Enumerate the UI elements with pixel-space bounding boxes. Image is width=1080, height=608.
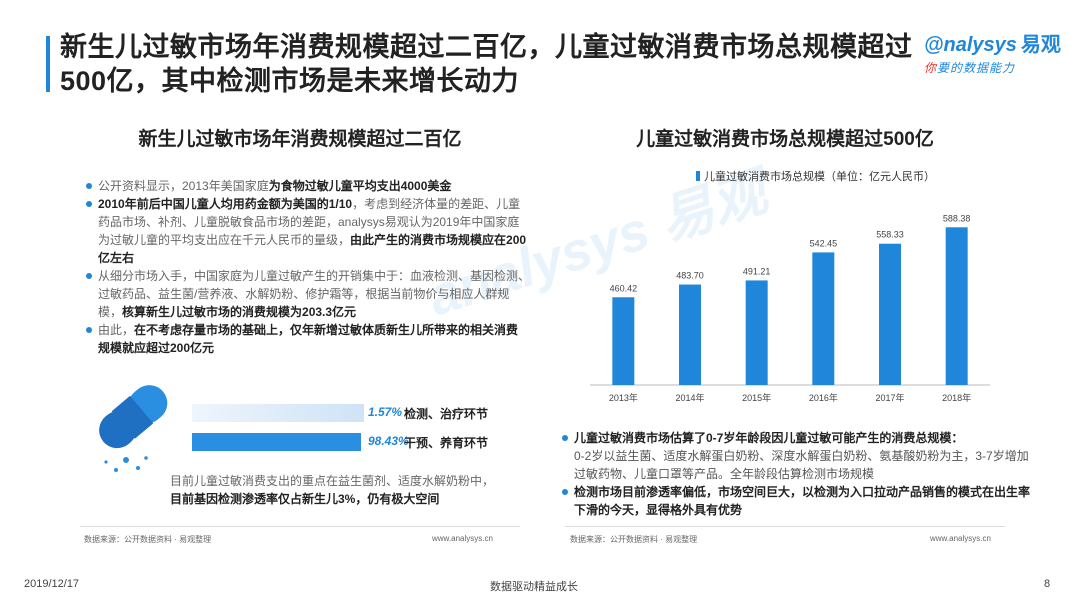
- left-note: 目前儿童过敏消费支出的重点在益生菌剂、适度水解奶粉中， 目前基因检测渗透率仅占新…: [170, 472, 540, 508]
- left-bullet-1: 公开资料显示，2013年美国家庭为食物过敏儿童平均支出4000美金: [84, 177, 530, 195]
- left-bullet-2: 2010年前后中国儿童人均用药金额为美国的1/10，考虑到经济体量的差距、儿童药…: [84, 195, 530, 267]
- share-bar-row-care: 98.43% 干预、养育环节: [192, 433, 512, 451]
- title-accent-bar: [46, 36, 50, 92]
- right-bullet-1-bold: 儿童过敏消费市场估算了0-7岁年龄段因儿童过敏可能产生的消费总规模：: [574, 431, 964, 445]
- left-source: 数据来源：公开数据资料 · 易观整理: [84, 535, 212, 544]
- left-bullet-1-normal: 公开资料显示，2013年美国家庭: [98, 179, 269, 193]
- chart-value-label-2016年: 542.45: [810, 238, 838, 248]
- left-bullet-4-bold: 在不考虑存量市场的基础上，仅年新增过敏体质新生儿所带来的相关消费规模就应超过20…: [98, 323, 519, 355]
- right-bullet-1-normal: 0-2岁以益生菌、适度水解蛋白奶粉、深度水解蛋白奶粉、氨基酸奶粉为主，3-7岁增…: [574, 449, 1029, 481]
- logo-tagline-rest: 要的数据能力: [937, 61, 1016, 75]
- left-divider: [80, 526, 520, 527]
- chart-bar-2015年: [745, 280, 768, 385]
- chart-category-label-2017年: 2017年: [875, 392, 904, 403]
- chart-category-label-2018年: 2018年: [942, 392, 971, 403]
- share-bar-care-label: 干预、养育环节: [404, 436, 489, 450]
- page-title: 新生儿过敏市场年消费规模超过二百亿，儿童过敏消费市场总规模超过500亿，其中检测…: [60, 32, 913, 96]
- chart-bar-2014年: [679, 284, 701, 385]
- left-bullet-1-bold: 为食物过敏儿童平均支出4000美金: [268, 179, 452, 193]
- capsule-pill-icon: [99, 385, 168, 472]
- share-bar-testing-pct: 1.57%: [368, 405, 403, 419]
- chart-category-label-2016年: 2016年: [809, 392, 838, 403]
- legend-label: 儿童过敏消费市场总规模（单位：亿元人民币）: [704, 171, 935, 183]
- share-bars: 1.57% 检测、治疗环节 98.43% 干预、养育环节: [192, 404, 512, 462]
- right-url: www.analysys.cn: [930, 534, 991, 543]
- left-bullet-4: 由此，在不考虑存量市场的基础上，仅年新增过敏体质新生儿所带来的相关消费规模就应超…: [84, 321, 530, 357]
- left-bullet-3-normal: 从细分市场入手，中国家庭为儿童过敏产生的开销集中于：血液检测、基因检测、过敏药品…: [98, 269, 531, 319]
- share-bar-testing: [192, 404, 364, 422]
- footer-slogan: 数据驱动精益成长: [490, 581, 578, 593]
- left-bullet-2-bold: 由此产生的消费市场规模应在200亿左右: [98, 233, 527, 265]
- market-size-bar-chart: 460.42 2013年 483.70 2014年 491.21 2015年 542.45 2…: [590, 213, 990, 403]
- chart-bar-2016年: [812, 252, 835, 385]
- footer-date: 2019/12/17: [24, 578, 80, 590]
- logo-prefix: @: [924, 34, 944, 56]
- chart-value-label-2018年: 588.38: [943, 213, 971, 223]
- left-bullets: 公开资料显示，2013年美国家庭为食物过敏儿童平均支出4000美金 2010年前…: [84, 177, 530, 357]
- right-source: 数据来源：公开数据资料 · 易观整理: [570, 535, 698, 544]
- left-url: www.analysys.cn: [432, 534, 493, 543]
- share-bar-row-testing: 1.57% 检测、治疗环节: [192, 404, 512, 422]
- logo-cn: 易观: [1020, 34, 1061, 56]
- logo-main: @nalysys 易观: [924, 28, 1064, 57]
- right-bullets: 儿童过敏消费市场估算了0-7岁年龄段因儿童过敏可能产生的消费总规模： 0-2岁以益…: [560, 429, 1040, 519]
- chart-category-label-2014年: 2014年: [675, 392, 704, 403]
- left-bullet-3-bold: 核算新生儿过敏市场的消费规模为203.3亿元: [122, 305, 357, 319]
- legend-swatch: [696, 171, 700, 181]
- right-bullet-2: 检测市场目前渗透率偏低，市场空间巨大，以检测为入口拉动产品销售的模式在出生率下滑…: [560, 483, 1040, 519]
- share-bar-care: [192, 433, 361, 451]
- right-section-title: 儿童过敏消费市场总规模超过500亿: [636, 129, 934, 150]
- chart-value-label-2014年: 483.70: [676, 271, 704, 281]
- logo-tagline: 你要的数据能力: [924, 59, 1064, 76]
- logo-tagline-red: 你: [924, 61, 938, 75]
- chart-value-label-2017年: 558.33: [876, 230, 904, 240]
- chart-legend: 儿童过敏消费市场总规模（单位：亿元人民币）: [696, 168, 935, 184]
- left-note-bold: 目前基因检测渗透率仅占新生儿3%，仍有极大空间: [170, 492, 440, 506]
- left-section-title: 新生儿过敏市场年消费规模超过二百亿: [138, 129, 462, 150]
- chart-bar-2017年: [879, 243, 901, 385]
- chart-bar-2013年: [612, 297, 635, 385]
- share-bar-testing-label: 检测、治疗环节: [404, 407, 489, 421]
- left-bullet-4-normal: 由此，: [98, 323, 135, 337]
- share-bar-care-pct: 98.43%: [368, 434, 409, 448]
- right-bullet-1: 儿童过敏消费市场估算了0-7岁年龄段因儿童过敏可能产生的消费总规模： 0-2岁以益…: [560, 429, 1040, 483]
- analysys-logo: @nalysys 易观 你要的数据能力: [924, 28, 1064, 75]
- left-bullet-3: 从细分市场入手，中国家庭为儿童过敏产生的开销集中于：血液检测、基因检测、过敏药品…: [84, 267, 530, 321]
- left-bullet-2-bold-head: 2010年前后中国儿童人均用药金额为美国的1/10: [98, 197, 353, 211]
- chart-value-label-2013年: 460.42: [610, 283, 638, 293]
- chart-category-label-2013年: 2013年: [609, 392, 638, 403]
- right-bullet-2-bold: 检测市场目前渗透率偏低，市场空间巨大，以检测为入口拉动产品销售的模式在出生率下滑…: [574, 485, 1031, 517]
- right-divider: [565, 526, 1005, 527]
- page-number: 8: [1044, 578, 1051, 590]
- chart-value-label-2015年: 491.21: [743, 266, 771, 276]
- left-note-normal: 目前儿童过敏消费支出的重点在益生菌剂、适度水解奶粉中，: [170, 474, 495, 488]
- chart-bar-2018年: [945, 227, 968, 385]
- left-bullet-2-normal: ，考虑到经济体量的差距、儿童药品市场、补剂、儿童脱敏食品市场的差距，analys…: [98, 197, 521, 247]
- chart-category-label-2015年: 2015年: [742, 392, 771, 403]
- logo-wordmark: nalysys: [943, 34, 1017, 56]
